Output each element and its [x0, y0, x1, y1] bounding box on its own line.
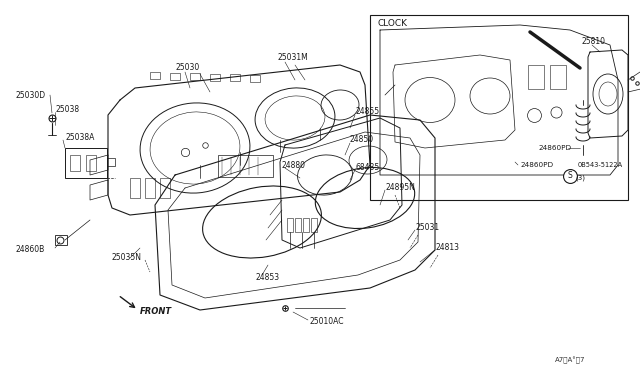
Text: 24860PD: 24860PD	[538, 145, 571, 151]
Bar	[230, 74, 240, 81]
Text: 0B543-5122A: 0B543-5122A	[578, 162, 623, 168]
Bar	[70, 155, 80, 171]
Bar	[190, 73, 200, 80]
Bar	[86, 155, 96, 171]
Text: 25038A: 25038A	[65, 134, 94, 142]
Text: (3): (3)	[575, 175, 585, 181]
Bar	[170, 73, 180, 80]
Bar	[55, 235, 67, 245]
Text: 24813: 24813	[435, 244, 459, 253]
Text: 25010AC: 25010AC	[310, 317, 344, 327]
Text: 24880: 24880	[282, 160, 306, 170]
Bar	[160, 178, 170, 198]
Bar	[107, 158, 115, 166]
Bar	[145, 178, 155, 198]
Text: 24850: 24850	[350, 135, 374, 144]
Bar	[130, 178, 140, 198]
Text: 25031: 25031	[415, 224, 439, 232]
Bar	[295, 218, 301, 232]
Bar	[370, 15, 628, 200]
Bar	[528, 65, 544, 89]
Bar	[150, 72, 160, 79]
Text: FRONT: FRONT	[140, 308, 172, 317]
Text: 24860PD: 24860PD	[520, 162, 553, 168]
Text: 24895N: 24895N	[385, 183, 415, 192]
Text: 24860B: 24860B	[15, 246, 44, 254]
Text: A7・A°・7: A7・A°・7	[555, 356, 586, 364]
Bar	[250, 74, 260, 81]
Text: 25810: 25810	[582, 38, 606, 46]
Bar	[287, 218, 293, 232]
Bar	[210, 74, 220, 80]
Bar	[65, 148, 107, 178]
Text: CLOCK: CLOCK	[378, 19, 408, 29]
Bar	[218, 155, 273, 177]
Bar	[550, 65, 566, 89]
Text: 24855: 24855	[355, 108, 379, 116]
Bar	[303, 218, 309, 232]
Text: 68435: 68435	[355, 164, 380, 173]
Bar	[311, 218, 317, 232]
Text: 25035N: 25035N	[112, 253, 142, 263]
Text: 25038: 25038	[55, 106, 79, 115]
Text: 25030: 25030	[175, 64, 199, 73]
Text: 25030D: 25030D	[15, 90, 45, 99]
Text: 24853: 24853	[255, 273, 279, 282]
Text: 25031M: 25031M	[278, 54, 308, 62]
Text: S: S	[568, 171, 572, 180]
